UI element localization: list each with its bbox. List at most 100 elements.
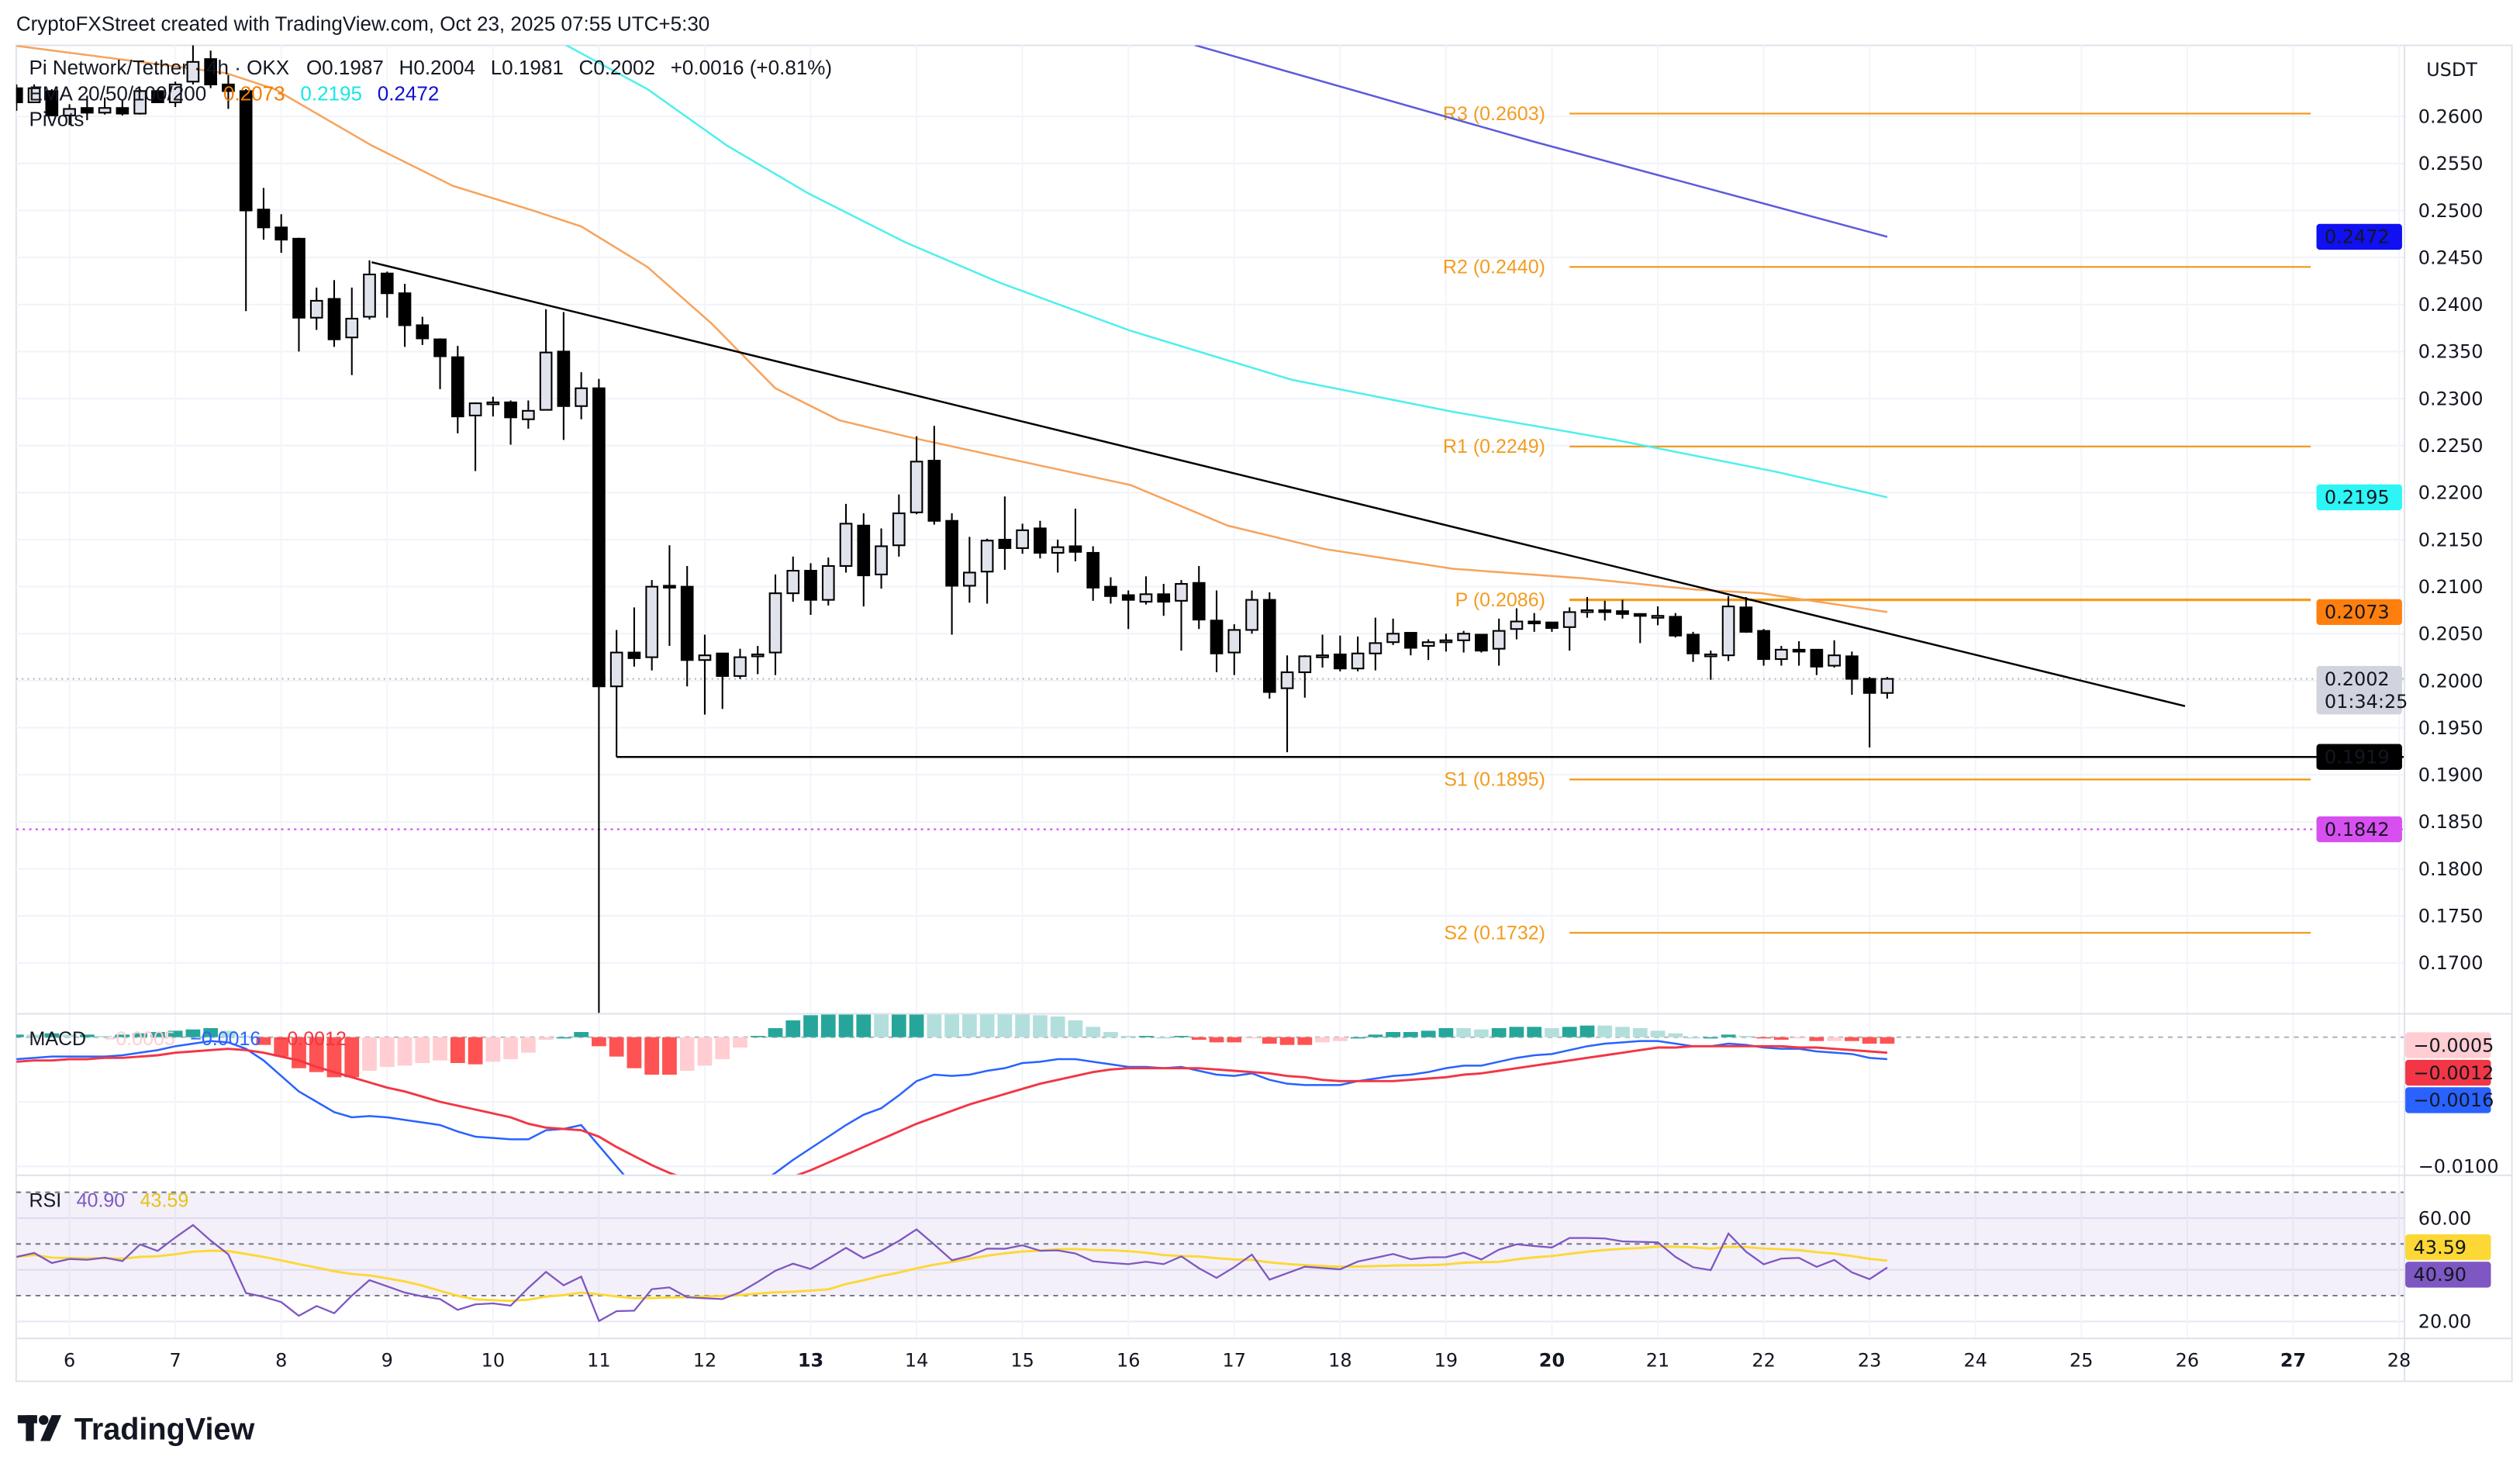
candle[interactable]: [1333, 635, 1347, 671]
candle[interactable]: [433, 338, 447, 389]
candle[interactable]: [768, 574, 782, 675]
candle[interactable]: [1810, 648, 1824, 675]
candle[interactable]: [839, 503, 853, 573]
candle[interactable]: [1475, 633, 1488, 653]
candle[interactable]: [1633, 613, 1647, 644]
candle[interactable]: [1669, 613, 1683, 638]
candle[interactable]: [927, 426, 941, 525]
candle[interactable]: [821, 557, 835, 606]
macd-badge[interactable]: −0.0005: [2405, 1032, 2494, 1058]
candle[interactable]: [1545, 621, 1559, 632]
candle[interactable]: [1704, 651, 1717, 680]
currency-label[interactable]: USDT: [2426, 59, 2477, 81]
candle[interactable]: [363, 260, 376, 320]
candle[interactable]: [450, 346, 464, 433]
candle[interactable]: [204, 50, 218, 88]
candle[interactable]: [504, 400, 517, 445]
candle[interactable]: [1686, 631, 1700, 662]
candle[interactable]: [539, 309, 553, 411]
candle[interactable]: [1016, 523, 1029, 554]
macd-badge[interactable]: −0.0012: [2405, 1059, 2494, 1086]
candle[interactable]: [1757, 629, 1770, 666]
candle[interactable]: [1262, 592, 1276, 699]
macd-indicator-label[interactable]: MACD: [29, 1028, 87, 1050]
candle[interactable]: [1351, 636, 1365, 671]
price-badge[interactable]: 0.2472: [2316, 223, 2402, 250]
candle[interactable]: [1721, 595, 1735, 661]
candle[interactable]: [592, 378, 606, 1020]
tradingview-logo[interactable]: TradingView: [17, 1412, 255, 1446]
macd-line[interactable]: [16, 1040, 1888, 1213]
candle[interactable]: [804, 563, 817, 616]
time-axis[interactable]: 6 7 8 9 10 11 12 13 14 15 16 17 18 19 20 21 22 23 24 25 26 27…: [64, 1350, 2411, 1372]
rsi-indicator-label[interactable]: RSI: [29, 1189, 62, 1211]
candle[interactable]: [81, 95, 94, 121]
candle[interactable]: [1828, 640, 1841, 668]
candle[interactable]: [133, 88, 147, 115]
candle[interactable]: [1562, 607, 1576, 651]
candle[interactable]: [1616, 599, 1629, 619]
candle[interactable]: [116, 100, 129, 116]
candle[interactable]: [1457, 630, 1470, 653]
candle[interactable]: [609, 630, 623, 758]
candle[interactable]: [1210, 590, 1224, 673]
candle[interactable]: [698, 634, 712, 715]
marker-price-badge[interactable]: 0.1842: [2316, 816, 2402, 843]
candle[interactable]: [1739, 596, 1753, 633]
candle[interactable]: [309, 287, 323, 330]
candle[interactable]: [1227, 624, 1241, 675]
candle[interactable]: [239, 88, 253, 312]
candle[interactable]: [168, 81, 182, 108]
candle[interactable]: [468, 402, 482, 471]
candle[interactable]: [627, 607, 641, 667]
candle[interactable]: [751, 646, 765, 675]
candle[interactable]: [734, 648, 747, 679]
candle[interactable]: [1280, 655, 1294, 753]
macd-signal-line[interactable]: [16, 1044, 1888, 1187]
price-badge[interactable]: 0.2195: [2316, 484, 2402, 511]
candle[interactable]: [1245, 590, 1258, 634]
candle[interactable]: [1880, 677, 1894, 699]
candle[interactable]: [1104, 577, 1117, 604]
candle[interactable]: [1139, 576, 1153, 605]
candle[interactable]: [98, 97, 112, 115]
support-price-badge[interactable]: 0.1919: [2316, 744, 2402, 770]
candle[interactable]: [63, 104, 76, 126]
candle[interactable]: [557, 312, 571, 440]
price-pane[interactable]: R3 (0.2603) R2 (0.2440) R1 (0.2249) P (0.20…: [11, 41, 2404, 1019]
candle[interactable]: [1775, 646, 1788, 666]
symbol-title[interactable]: Pi Network/Tether · 4h · OKX: [29, 56, 290, 79]
ema100-line[interactable]: [565, 45, 1888, 499]
candle[interactable]: [345, 287, 359, 375]
candle[interactable]: [1862, 677, 1876, 748]
candle[interactable]: [680, 565, 694, 687]
candle[interactable]: [892, 494, 906, 557]
price-axis[interactable]: 0.2600 0.2550 0.2500 0.2450 0.2400 0.2350 0.23…: [2418, 106, 2499, 1333]
candle[interactable]: [998, 496, 1012, 570]
candle[interactable]: [857, 513, 871, 607]
candle[interactable]: [522, 400, 535, 429]
rsi-badge[interactable]: 43.59: [2405, 1234, 2491, 1261]
candle[interactable]: [663, 545, 676, 647]
candle[interactable]: [1792, 640, 1806, 666]
candle[interactable]: [486, 396, 500, 417]
candle[interactable]: [1845, 651, 1859, 696]
price-badge[interactable]: 0.2073: [2316, 599, 2402, 626]
candle[interactable]: [980, 538, 994, 604]
candle[interactable]: [222, 74, 235, 109]
candle[interactable]: [257, 188, 271, 240]
candle[interactable]: [1034, 520, 1047, 559]
candle[interactable]: [786, 556, 800, 602]
candle[interactable]: [398, 284, 412, 347]
candle[interactable]: [575, 372, 588, 419]
candle[interactable]: [1651, 606, 1665, 626]
candle[interactable]: [1121, 590, 1135, 630]
pivots-indicator-label[interactable]: Pivots: [29, 108, 85, 131]
candle[interactable]: [1404, 632, 1417, 656]
rsi-line[interactable]: [16, 1224, 1888, 1323]
ema200-line[interactable]: [1194, 45, 1888, 238]
candle[interactable]: [1421, 639, 1435, 661]
candle[interactable]: [1316, 634, 1329, 668]
macd-badge[interactable]: −0.0016: [2405, 1087, 2494, 1113]
